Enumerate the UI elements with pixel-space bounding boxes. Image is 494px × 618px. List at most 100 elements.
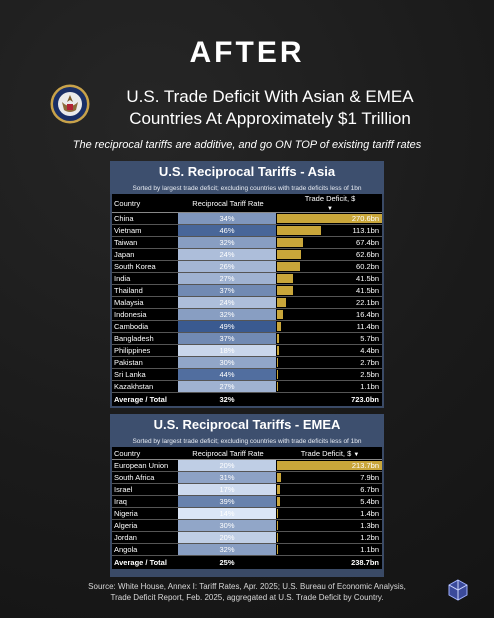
country-cell: Malaysia [112,296,178,309]
trade-deficit-cell: 1.4bn [276,507,382,520]
deficit-value: 22.1bn [356,298,379,307]
deficit-bar [277,533,278,542]
total-deficit: 723.0bn [351,395,379,404]
col-rate-header[interactable]: Reciprocal Tariff Rate [178,194,276,213]
tariff-rate-cell: 17% [178,483,276,496]
deficit-value: 4.4bn [360,346,379,355]
col-deficit-header[interactable]: Trade Deficit, $ ▼ [276,447,382,460]
tariff-rate-cell: 31% [178,471,276,484]
tariff-rate-cell: 18% [178,344,276,357]
col-deficit-label: Trade Deficit, $ [304,194,356,203]
deficit-value: 5.4bn [360,497,379,506]
table-row: Bangladesh 37% 5.7bn [112,332,382,345]
col-rate-header[interactable]: Reciprocal Tariff Rate [178,447,276,460]
deficit-bar [277,545,278,554]
presidential-seal-icon [50,84,90,124]
table-row: China 34% 270.6bn [112,212,382,225]
table-row: South Korea 26% 60.2bn [112,260,382,273]
trade-deficit-cell: 62.6bn [276,248,382,261]
tariff-rate-cell: 32% [178,543,276,556]
source-line1: Source: White House, Annex I: Tariff Rat… [88,582,406,591]
emea-panel-title: U.S. Reciprocal Tariffs - EMEA [110,414,384,436]
deficit-value: 1.4bn [360,509,379,518]
deficit-bar [277,370,278,379]
tariff-rate-cell: 49% [178,320,276,333]
deficit-value: 6.7bn [360,485,379,494]
emea-tariff-panel: U.S. Reciprocal Tariffs - EMEA Sorted by… [110,414,384,577]
deficit-bar [277,310,284,319]
deficit-value: 2.7bn [360,358,379,367]
cube-logo-icon [448,579,468,601]
country-cell: China [112,212,178,225]
table-row: Israel 17% 6.7bn [112,483,382,496]
trade-deficit-cell: 22.1bn [276,296,382,309]
tariff-rate-cell: 27% [178,272,276,285]
deficit-bar [277,214,382,223]
trade-deficit-cell: 2.5bn [276,368,382,381]
col-deficit-header[interactable]: Trade Deficit, $ ▼ [276,194,382,213]
trade-deficit-cell: 213.7bn [276,459,382,472]
deficit-value: 62.6bn [356,250,379,259]
tariff-rate-cell: 24% [178,296,276,309]
col-country-header[interactable]: Country [112,447,178,460]
deficit-value: 60.2bn [356,262,379,271]
deficit-value: 41.5bn [356,286,379,295]
source-line2: Trade Deficit Report, Feb. 2025, aggrega… [110,593,384,602]
subtitle: The reciprocal tariffs are additive, and… [72,139,422,151]
trade-deficit-cell: 16.4bn [276,308,382,321]
total-row: Average / Total 25% 238.7bn [112,556,382,570]
deficit-bar [277,358,279,367]
trade-deficit-cell: 1.1bn [276,543,382,556]
table-row: Indonesia 32% 16.4bn [112,308,382,321]
deficit-bar [277,286,294,295]
total-rate: 32% [219,395,235,404]
deficit-value: 5.7bn [360,334,379,343]
table-row: Japan 24% 62.6bn [112,248,382,261]
tariff-rate-cell: 32% [178,308,276,321]
deficit-bar [277,473,281,482]
tariff-rate-cell: 46% [178,224,276,237]
trade-deficit-cell: 5.4bn [276,495,382,508]
asia-panel-note: Sorted by largest trade deficit; excludi… [110,183,384,194]
headline-line1: U.S. Trade Deficit With Asian & EMEA [126,87,414,106]
source-note: Source: White House, Annex I: Tariff Rat… [60,581,434,603]
tariff-rate-cell: 20% [178,459,276,472]
deficit-value: 2.5bn [360,370,379,379]
country-cell: Iraq [112,495,178,508]
tariff-rate-cell: 44% [178,368,276,381]
deficit-bar [277,274,294,283]
trade-deficit-cell: 113.1bn [276,224,382,237]
tariff-rate-cell: 30% [178,356,276,369]
table-row: Algeria 30% 1.3bn [112,519,382,532]
table-row: South Africa 31% 7.9bn [112,471,382,484]
deficit-value: 113.1bn [352,226,379,235]
table-row: Nigeria 14% 1.4bn [112,507,382,520]
sort-desc-icon: ▼ [353,451,360,458]
deficit-value: 67.4bn [356,238,379,247]
trade-deficit-cell: 7.9bn [276,471,382,484]
trade-deficit-cell: 5.7bn [276,332,382,345]
deficit-value: 16.4bn [356,310,379,319]
deficit-bar [277,497,280,506]
tariff-rate-cell: 37% [178,332,276,345]
deficit-bar [277,226,321,235]
table-row: Cambodia 49% 11.4bn [112,320,382,333]
col-country-header[interactable]: Country [112,194,178,213]
tariff-rate-cell: 14% [178,507,276,520]
tariff-rate-cell: 20% [178,531,276,544]
deficit-value: 270.6bn [351,214,379,223]
trade-deficit-cell: 1.1bn [276,380,382,393]
country-cell: Thailand [112,284,178,297]
deficit-bar [277,346,279,355]
country-cell: Vietnam [112,224,178,237]
deficit-bar [277,298,286,307]
table-row: Jordan 20% 1.2bn [112,531,382,544]
country-cell: Japan [112,248,178,261]
trade-deficit-cell: 67.4bn [276,236,382,249]
page-title: AFTER [189,36,305,69]
deficit-value: 41.5bn [356,274,379,283]
deficit-bar [277,509,278,518]
tariff-rate-cell: 34% [178,212,276,225]
country-cell: South Africa [112,471,178,484]
tariff-rate-cell: 37% [178,284,276,297]
